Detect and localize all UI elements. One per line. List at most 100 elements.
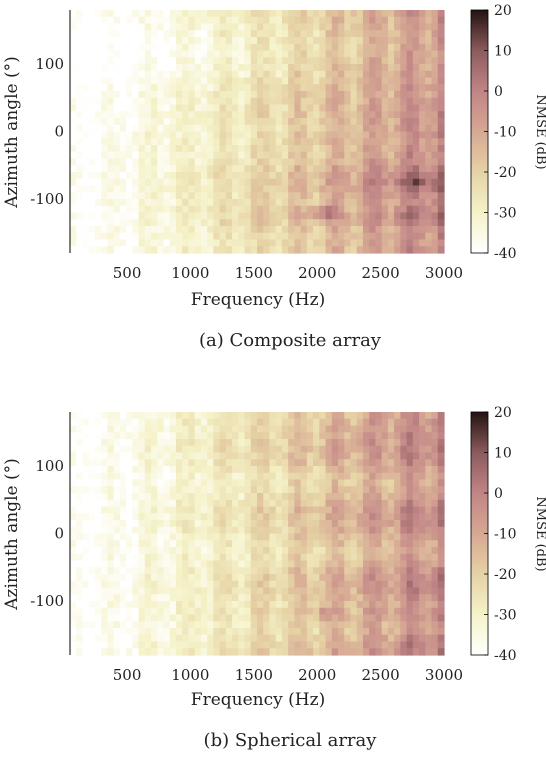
heatmap-cell bbox=[331, 499, 339, 508]
heatmap-cell bbox=[113, 158, 121, 166]
heatmap-cell bbox=[200, 111, 208, 119]
heatmap-cell bbox=[313, 526, 320, 535]
heatmap-cell bbox=[306, 64, 314, 72]
heatmap-cell bbox=[369, 553, 377, 562]
heatmap-cell bbox=[76, 192, 84, 200]
heatmap-cell bbox=[238, 513, 246, 521]
heatmap-cell bbox=[269, 628, 277, 636]
heatmap-cell bbox=[225, 212, 233, 220]
heatmap-cell bbox=[263, 479, 271, 487]
heatmap-cell bbox=[394, 118, 401, 126]
heatmap-cell bbox=[244, 641, 252, 649]
heatmap-cell bbox=[151, 131, 158, 139]
heatmap-cell bbox=[232, 641, 239, 649]
heatmap-cell bbox=[126, 178, 133, 187]
heatmap-cell bbox=[132, 594, 140, 602]
heatmap-cell bbox=[362, 50, 370, 58]
heatmap-cell bbox=[107, 151, 115, 160]
heatmap-cell bbox=[350, 57, 358, 65]
heatmap-cell bbox=[151, 526, 158, 535]
heatmap-cell bbox=[356, 172, 364, 180]
heatmap-cell bbox=[369, 580, 377, 589]
heatmap-cell bbox=[157, 513, 165, 521]
heatmap-cell bbox=[157, 16, 165, 25]
heatmap-cell bbox=[182, 614, 190, 622]
heatmap-cell bbox=[319, 439, 327, 447]
heatmap-cell bbox=[119, 445, 127, 454]
heatmap-cell bbox=[319, 574, 327, 582]
heatmap-cell bbox=[350, 641, 358, 649]
heatmap-cell bbox=[88, 567, 96, 575]
heatmap-cell bbox=[387, 486, 395, 494]
heatmap-cell bbox=[275, 111, 283, 119]
heatmap-cell bbox=[163, 601, 171, 609]
heatmap-cell bbox=[269, 111, 277, 119]
heatmap-cell bbox=[387, 192, 395, 200]
heatmap-cell bbox=[163, 219, 171, 227]
heatmap-cell bbox=[313, 520, 320, 528]
heatmap-cell bbox=[338, 634, 345, 643]
heatmap-cell bbox=[375, 192, 383, 200]
heatmap-cell bbox=[250, 64, 258, 72]
heatmap-cell bbox=[101, 205, 108, 214]
heatmap-cell bbox=[182, 418, 190, 427]
heatmap-cell bbox=[331, 567, 339, 575]
heatmap-cell bbox=[431, 580, 439, 589]
heatmap-cell bbox=[387, 50, 395, 58]
heatmap-cell bbox=[250, 43, 258, 52]
heatmap-cell bbox=[437, 452, 445, 460]
heatmap-cell bbox=[76, 560, 84, 568]
heatmap-cell bbox=[82, 594, 90, 602]
heatmap-cell bbox=[306, 499, 314, 508]
heatmap-cell bbox=[319, 172, 327, 180]
heatmap-cell bbox=[219, 246, 227, 254]
heatmap-cell bbox=[294, 199, 302, 207]
heatmap-cell bbox=[213, 246, 221, 254]
heatmap-cell bbox=[306, 212, 314, 220]
heatmap-cell bbox=[400, 547, 408, 555]
heatmap-cell bbox=[238, 648, 246, 656]
heatmap-cell bbox=[294, 574, 302, 582]
heatmap-cell bbox=[188, 432, 196, 440]
heatmap-cell bbox=[331, 10, 339, 18]
heatmap-cell bbox=[338, 16, 345, 25]
heatmap-cell bbox=[219, 493, 227, 501]
heatmap-cell bbox=[319, 118, 327, 126]
heatmap-cell bbox=[207, 16, 214, 25]
heatmap-cell bbox=[419, 445, 426, 454]
heatmap-cell bbox=[425, 23, 433, 31]
heatmap-cell bbox=[313, 553, 320, 562]
heatmap-cell bbox=[313, 70, 320, 79]
heatmap-cell bbox=[200, 16, 208, 25]
heatmap-cell bbox=[369, 91, 377, 99]
heatmap-cell bbox=[200, 533, 208, 541]
heatmap-cell bbox=[431, 607, 439, 616]
heatmap-cell bbox=[94, 594, 102, 602]
heatmap-cell bbox=[113, 520, 121, 528]
heatmap-cell bbox=[412, 567, 420, 575]
heatmap-cell bbox=[76, 425, 84, 433]
heatmap-cell bbox=[207, 459, 214, 467]
heatmap-cell bbox=[188, 104, 196, 112]
heatmap-cell bbox=[163, 50, 171, 58]
heatmap-cell bbox=[169, 64, 177, 72]
heatmap-cell bbox=[250, 205, 258, 214]
heatmap-cell bbox=[338, 111, 345, 119]
heatmap-cell bbox=[294, 158, 302, 166]
heatmap-cell bbox=[132, 165, 140, 173]
heatmap-cell bbox=[175, 459, 183, 467]
heatmap-cell bbox=[269, 77, 277, 85]
heatmap-cell bbox=[400, 30, 408, 38]
heatmap-cell bbox=[437, 16, 445, 25]
heatmap-cell bbox=[157, 493, 165, 501]
heatmap-cell bbox=[219, 567, 227, 575]
heatmap-cell bbox=[107, 124, 115, 133]
heatmap-cell bbox=[306, 239, 314, 247]
heatmap-cell bbox=[313, 533, 320, 541]
heatmap-cell bbox=[331, 239, 339, 247]
heatmap-cell bbox=[207, 23, 214, 31]
heatmap-cell bbox=[219, 547, 227, 555]
heatmap-cell bbox=[151, 560, 158, 568]
heatmap-cell bbox=[269, 567, 277, 575]
heatmap-cell bbox=[182, 466, 190, 474]
